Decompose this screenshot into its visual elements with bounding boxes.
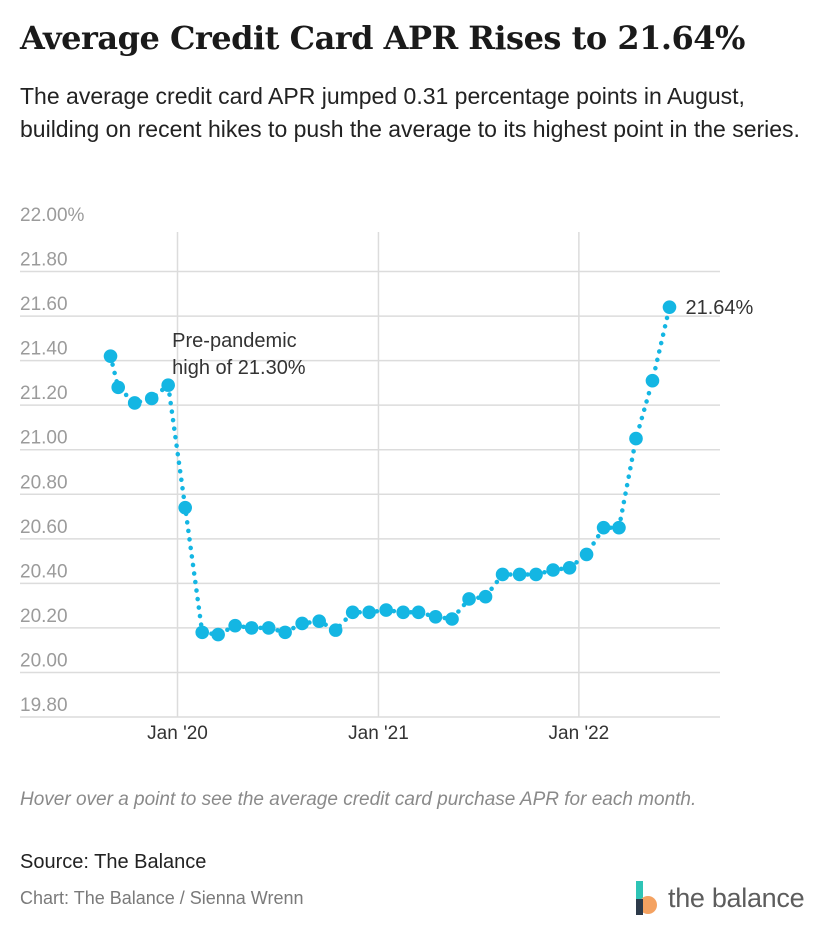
y-tick-label: 21.80 <box>20 250 68 271</box>
x-axis-ticks: Jan '20 Jan '21 Jan '22 <box>147 723 609 744</box>
y-tick-label: 20.40 <box>20 561 68 582</box>
x-tick-label: Jan '20 <box>147 723 208 744</box>
data-point[interactable] <box>478 589 493 604</box>
data-point[interactable] <box>462 592 476 606</box>
data-point[interactable] <box>161 378 175 392</box>
y-tick-label: 20.60 <box>20 517 68 538</box>
chart-title: Average Credit Card APR Rises to 21.64% <box>20 19 745 57</box>
annotation-pre-pandemic: high of 21.30% <box>172 357 306 379</box>
data-point[interactable] <box>645 373 660 388</box>
y-tick-label: 22.00% <box>20 205 85 226</box>
data-point[interactable] <box>228 618 242 633</box>
data-point[interactable] <box>127 396 142 410</box>
logo-text: the balance <box>668 882 805 913</box>
annotations: Pre-pandemic high of 21.30% 21.64% <box>172 297 753 379</box>
data-point[interactable] <box>562 560 577 575</box>
y-tick-label: 20.20 <box>20 606 68 627</box>
data-point[interactable] <box>345 605 360 620</box>
annotation-pre-pandemic: Pre-pandemic <box>172 330 297 352</box>
data-point[interactable] <box>144 391 159 406</box>
data-point[interactable] <box>244 621 259 635</box>
data-point[interactable] <box>428 609 443 624</box>
data-point[interactable] <box>579 547 594 562</box>
y-tick-label: 21.00 <box>20 428 68 449</box>
data-point[interactable] <box>362 605 376 620</box>
data-point[interactable] <box>612 520 626 535</box>
y-tick-label: 20.00 <box>20 650 68 671</box>
chart-credit: Chart: The Balance / Sienna Wrenn <box>20 888 304 908</box>
data-point[interactable] <box>411 605 426 620</box>
y-tick-label: 21.60 <box>20 294 68 315</box>
data-point[interactable] <box>396 605 410 620</box>
data-point[interactable] <box>295 616 309 631</box>
data-points <box>103 300 677 642</box>
y-axis-ticks: 19.80 20.00 20.20 20.40 20.60 20.80 21.00 21.20… <box>20 205 85 716</box>
data-point[interactable] <box>445 612 459 626</box>
chart-subtitle: The average credit card APR jumped 0.31 … <box>20 83 800 142</box>
chart-source: Source: The Balance <box>20 851 207 873</box>
data-point[interactable] <box>529 567 543 582</box>
data-point[interactable] <box>662 300 677 314</box>
data-point[interactable] <box>596 520 611 535</box>
y-tick-label: 21.40 <box>20 339 68 360</box>
data-point[interactable] <box>111 380 126 395</box>
data-point[interactable] <box>261 621 276 635</box>
logo-mark-icon <box>634 881 660 915</box>
y-tick-label: 21.20 <box>20 383 68 404</box>
chart-notes: Hover over a point to see the average cr… <box>20 789 697 810</box>
grid-layer <box>20 232 720 718</box>
data-point[interactable] <box>195 625 210 640</box>
data-point[interactable] <box>495 567 510 582</box>
data-point[interactable] <box>103 349 118 363</box>
data-point[interactable] <box>278 625 292 640</box>
data-point[interactable] <box>178 500 192 515</box>
y-tick-label: 20.80 <box>20 472 68 493</box>
data-point[interactable] <box>546 563 560 577</box>
data-point[interactable] <box>211 627 225 642</box>
data-point[interactable] <box>379 603 393 617</box>
apr-scatter-chart: 19.80 20.00 20.20 20.40 20.60 20.80 21.00 21.20… <box>20 205 754 744</box>
the-balance-logo[interactable]: the balance <box>634 878 824 918</box>
data-point[interactable] <box>629 431 643 446</box>
y-tick-label: 19.80 <box>20 695 68 716</box>
annotation-latest-value: 21.64% <box>685 297 753 319</box>
data-point[interactable] <box>328 623 343 637</box>
data-point[interactable] <box>312 614 326 629</box>
x-tick-label: Jan '21 <box>348 723 409 744</box>
x-tick-label: Jan '22 <box>549 723 610 744</box>
data-point[interactable] <box>512 567 527 582</box>
